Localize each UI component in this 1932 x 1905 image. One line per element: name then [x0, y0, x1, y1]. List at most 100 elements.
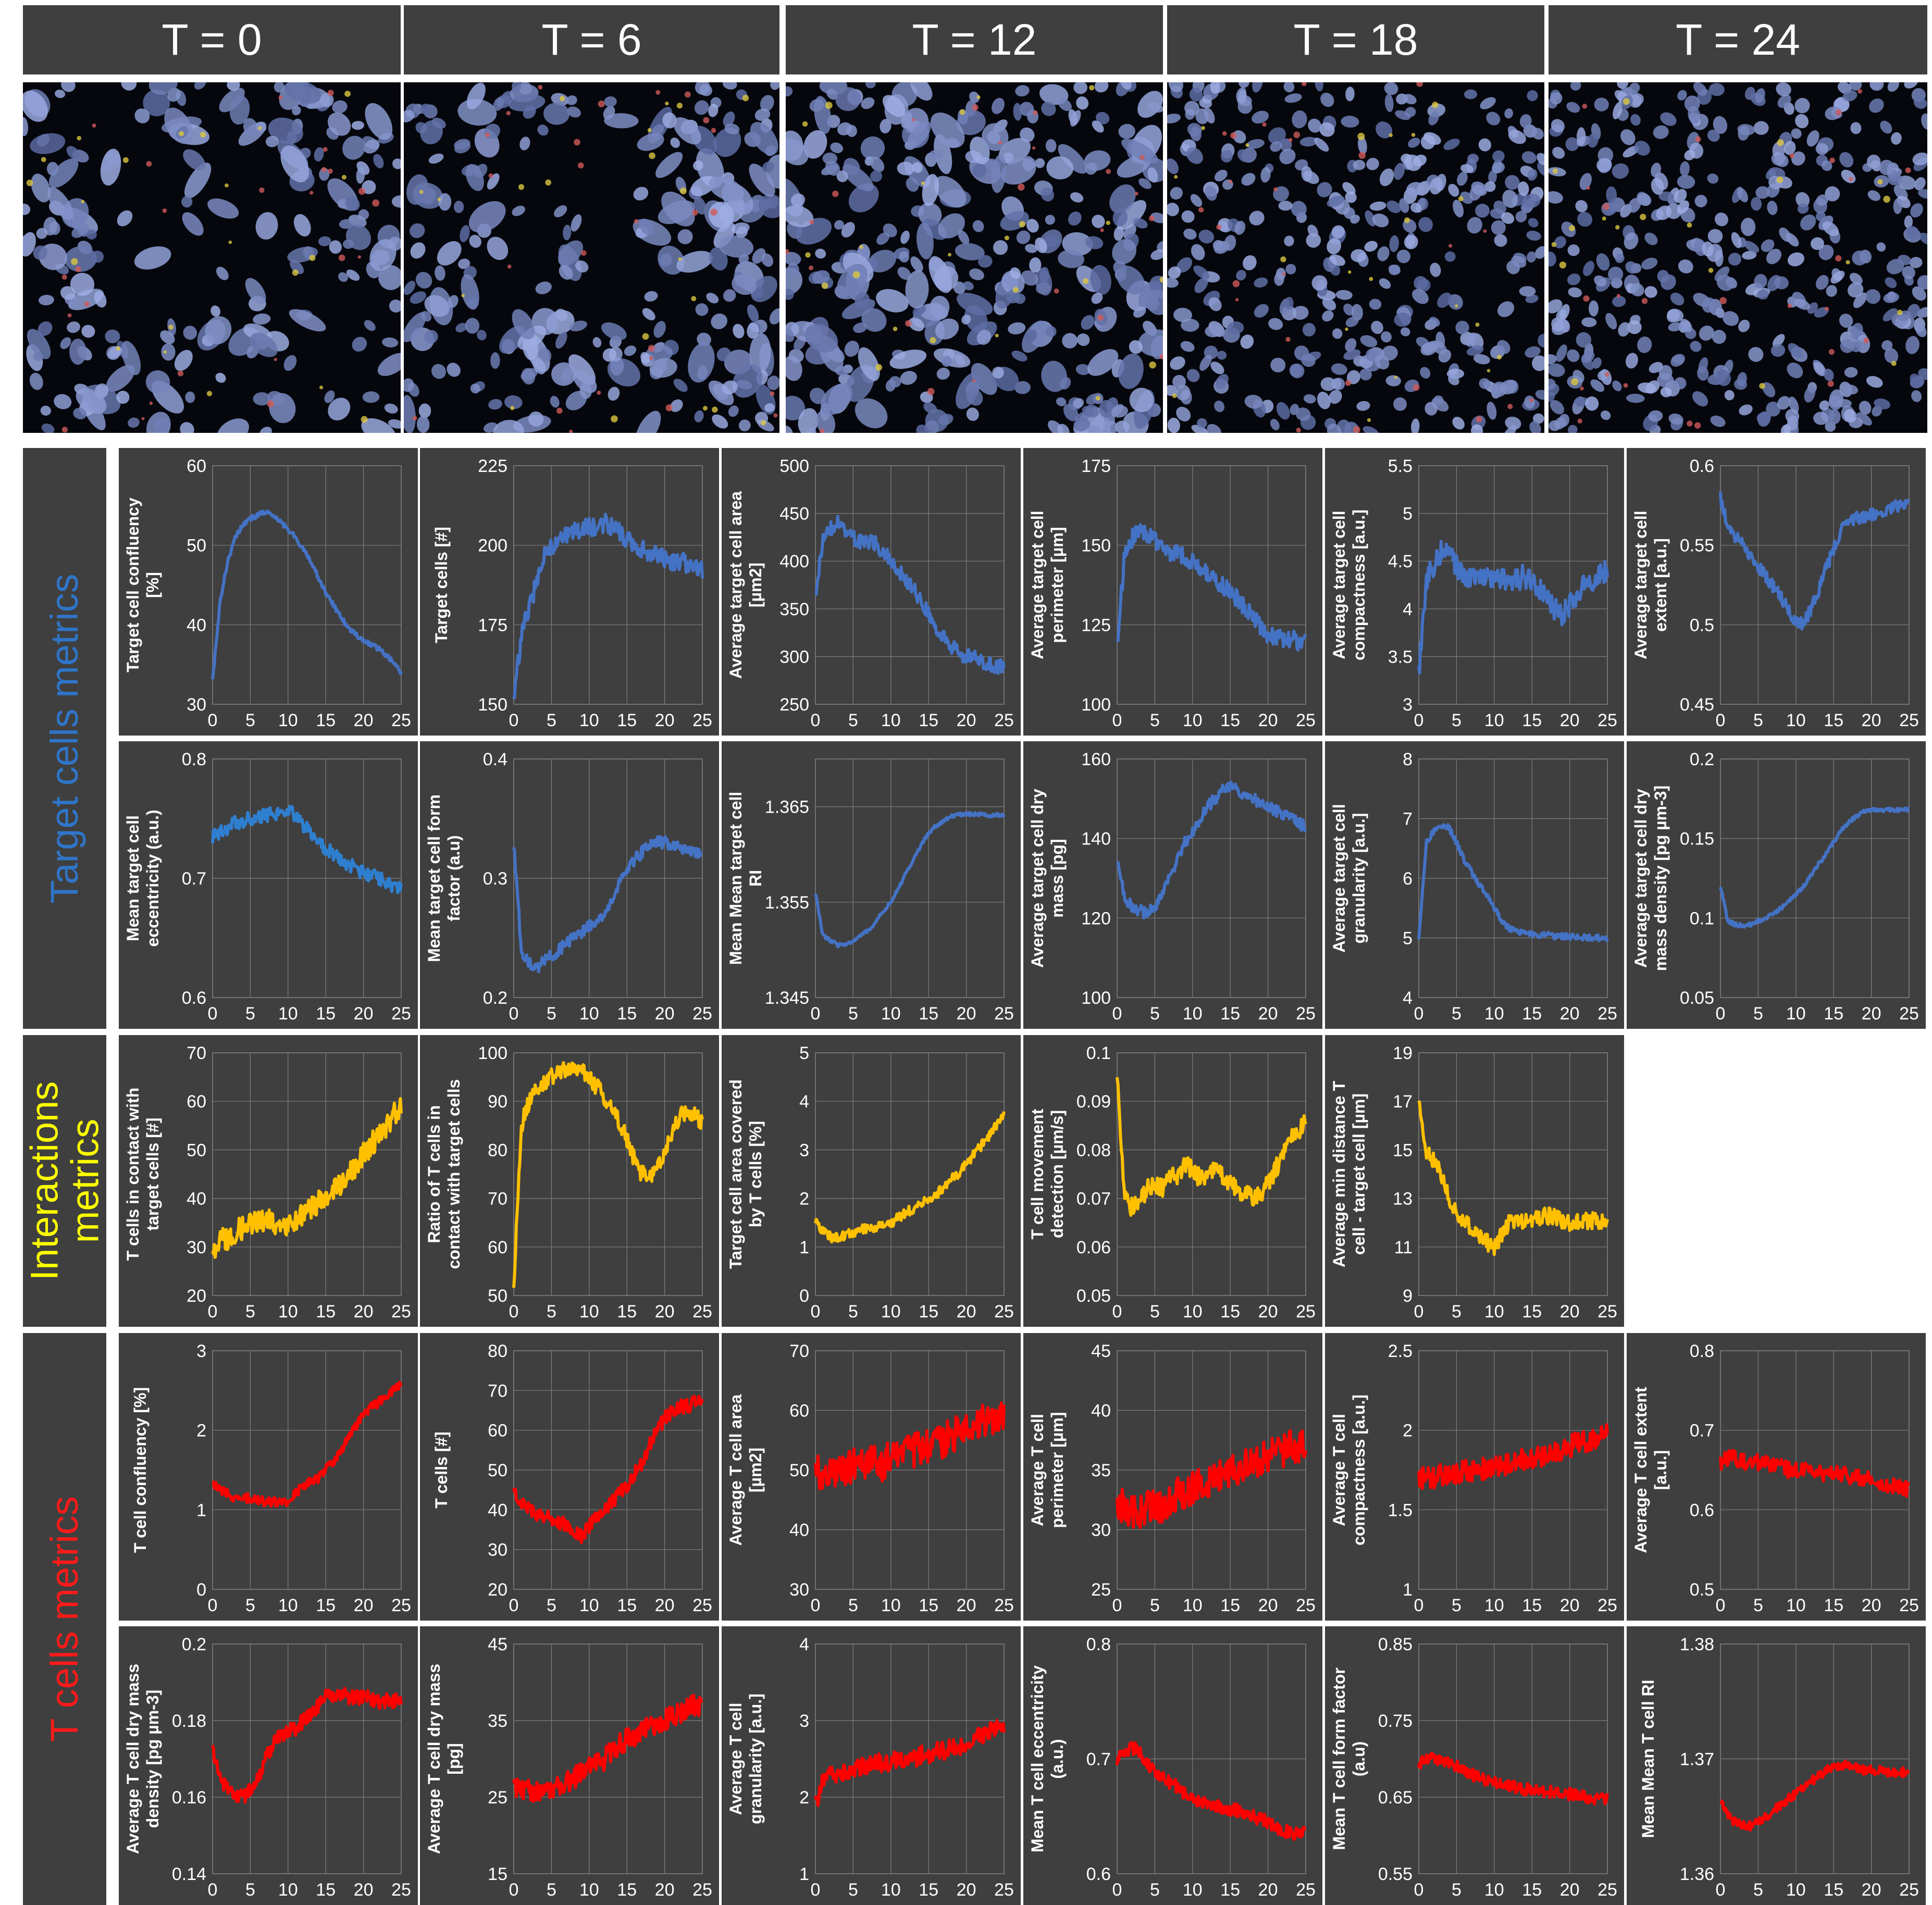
t-cell-dot	[1694, 422, 1701, 429]
target-cell-blob	[1651, 163, 1661, 178]
target-cell-blob	[1479, 378, 1491, 389]
target-cell-blob	[1447, 294, 1463, 310]
target-cell-blob	[1702, 297, 1716, 313]
target-cell-blob	[1519, 286, 1536, 297]
target-cell-blob	[846, 124, 857, 137]
target-cell-blob	[1478, 138, 1492, 152]
data-point	[1464, 1471, 1465, 1472]
series-line	[512, 513, 704, 700]
y-axis-label: T cell movementdetection [µm/s]	[1028, 1109, 1067, 1239]
data-point	[679, 848, 680, 849]
x-tick-label: 15	[919, 1004, 938, 1024]
target-cell-blob	[825, 160, 840, 176]
target-cell-blob	[227, 82, 240, 91]
y-tick-label: 60	[187, 456, 206, 476]
t-cell-dot	[1097, 314, 1104, 321]
target-cell-blob	[1893, 198, 1902, 215]
data-point	[1607, 1435, 1608, 1436]
data-point	[1441, 824, 1442, 825]
data-point	[219, 1777, 221, 1779]
metric-chart-panel: 0 5 10 15 20 25 5.5 5 4.5 4 3.5 3 Average target cel…	[1325, 448, 1624, 736]
target-cell-blob	[1019, 102, 1034, 116]
data-point	[1456, 842, 1457, 843]
target-cell-blob	[1550, 92, 1563, 105]
target-cell-blob	[1791, 128, 1802, 139]
y-tick-label: 0.85	[1378, 1635, 1413, 1654]
t-cell-dot	[1345, 380, 1352, 386]
x-tick-label: 0	[509, 1596, 519, 1615]
target-cell-blob	[1574, 396, 1589, 407]
target-cell-blob	[787, 263, 799, 277]
data-point	[890, 1762, 891, 1763]
data-point	[1177, 858, 1178, 859]
target-cell-blob	[437, 241, 462, 266]
target-cell-blob	[1579, 172, 1592, 190]
data-point	[1788, 902, 1789, 903]
data-point	[242, 1497, 243, 1499]
data-point	[1720, 1798, 1721, 1800]
target-cell-blob	[699, 84, 713, 96]
series-line	[512, 1061, 704, 1288]
target-cell-blob	[1467, 217, 1482, 234]
x-tick-label: 20	[957, 1880, 976, 1900]
target-cell-blob	[1625, 353, 1638, 369]
target-cell-blob	[1583, 260, 1594, 276]
target-cell-blob	[1780, 425, 1791, 433]
data-point	[348, 628, 349, 629]
data-point	[1215, 1168, 1216, 1170]
target-cell-blob	[1815, 143, 1828, 155]
plot-frame	[212, 1643, 402, 1874]
x-tick-label: 10	[881, 1880, 901, 1900]
target-cell-blob	[1656, 373, 1674, 388]
t-cell-dot	[1877, 179, 1883, 185]
target-cell-blob	[1534, 246, 1544, 259]
metric-chart-panel: 0 5 10 15 20 25 0.85 0.75 0.65 0.55 Mean T cell fo…	[1325, 1626, 1624, 1905]
target-cell-blob	[559, 265, 573, 280]
x-tick-label: 0	[1414, 1880, 1424, 1900]
data-point	[1878, 809, 1879, 811]
target-cell-blob	[1653, 125, 1669, 139]
data-point	[1418, 1762, 1419, 1763]
data-point	[513, 1285, 514, 1287]
target-cell-blob	[1754, 274, 1767, 289]
target-cell-blob	[738, 419, 751, 431]
data-point	[928, 1754, 929, 1755]
data-point	[687, 850, 688, 852]
data-point	[1275, 1827, 1276, 1828]
y-tick-label: 1.38	[1680, 1635, 1714, 1654]
data-point	[1554, 1217, 1555, 1218]
data-point	[332, 1188, 334, 1189]
data-point	[702, 1120, 703, 1122]
target-cell-blob	[207, 198, 239, 219]
x-tick-label: 25	[1899, 1596, 1919, 1615]
data-point	[393, 1701, 394, 1702]
target-cell-blob	[1660, 387, 1672, 397]
target-cell-blob	[143, 89, 170, 117]
series-line	[512, 1694, 703, 1803]
target-cell-blob	[1627, 320, 1642, 334]
data-point	[1599, 937, 1601, 939]
data-point	[1124, 551, 1125, 552]
target-cell-blob	[1914, 177, 1926, 191]
data-point	[574, 1529, 575, 1530]
t-cell-dot	[852, 271, 860, 279]
target-cell-blob	[346, 269, 360, 281]
data-point	[1803, 886, 1804, 887]
data-point	[1592, 1798, 1593, 1799]
metric-chart-panel: 0 5 10 15 20 25 2.5 2 1.5 1 Average T cellcompactn…	[1325, 1333, 1624, 1621]
data-point	[1124, 1752, 1125, 1754]
data-point	[890, 902, 891, 903]
series-line	[1116, 1077, 1307, 1217]
data-point	[996, 1416, 997, 1417]
target-cell-blob	[1096, 111, 1110, 124]
t-cell-dot	[1623, 98, 1630, 105]
data-point	[340, 1450, 341, 1451]
y-tick-label: 3.5	[1388, 647, 1413, 667]
data-point	[363, 1154, 364, 1155]
t-cell-dot	[1106, 169, 1111, 174]
t-cell-dot	[1687, 420, 1693, 427]
y-tick-label: 5	[799, 1043, 809, 1063]
target-cell-blob	[67, 321, 80, 333]
target-cell-blob	[786, 326, 795, 342]
y-tick-label: 120	[1081, 908, 1111, 928]
